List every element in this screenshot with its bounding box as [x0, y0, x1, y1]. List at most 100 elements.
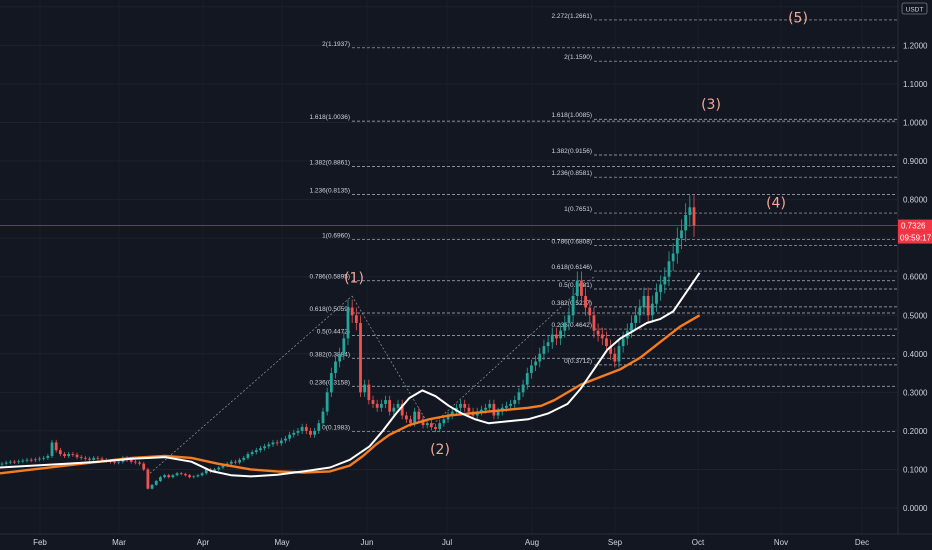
candle-body [496, 411, 500, 416]
candle-body [250, 452, 254, 455]
candle-body [184, 474, 187, 476]
candle-body [313, 430, 317, 435]
candle-body [463, 403, 467, 408]
candle-body [359, 322, 362, 393]
candle-body [559, 330, 563, 339]
candle-body [267, 444, 271, 447]
y-tick-label: 0.8000 [903, 196, 928, 205]
candle-body [46, 455, 50, 458]
candle-body [154, 481, 158, 485]
candle-body [17, 461, 21, 463]
candle-body [58, 450, 62, 455]
x-tick-label: Apr [197, 538, 210, 547]
candle-body [75, 454, 79, 458]
candle-body [459, 403, 462, 408]
candle-body [0, 463, 4, 465]
candle-body [4, 462, 8, 464]
candle-body [571, 295, 575, 316]
moving-averages [0, 272, 701, 478]
price-tag [898, 219, 932, 232]
fibonacci-levels: 2(1.1937) 1.618(1.0036) 1.382(0.8861) 1.236… [310, 13, 897, 432]
candle-body [509, 403, 512, 406]
fib-left-label: 0.236(0.3158) [310, 379, 350, 386]
candle-body [388, 400, 392, 412]
candle-body [596, 330, 600, 335]
candle-body [505, 405, 508, 408]
candle-body [479, 409, 483, 412]
x-tick-label: Nov [774, 538, 788, 547]
candle-body [371, 400, 375, 404]
candle-body [300, 427, 304, 431]
candle-body [592, 315, 596, 331]
currency-badge[interactable]: USDT [901, 2, 928, 15]
candle-body [350, 307, 354, 316]
fib-right-label: 0.5(0.5681) [559, 282, 592, 289]
y-tick-label: 0.1000 [903, 465, 928, 474]
candle-body [275, 442, 279, 444]
ma-fast-line [0, 272, 701, 478]
wave-label: (3) [701, 97, 721, 113]
candle-body [188, 475, 191, 478]
candle-body [580, 280, 583, 296]
countdown-label: 09:59:17 [900, 234, 932, 243]
candle-body [438, 423, 442, 429]
candle-body [117, 461, 121, 463]
fib-left-label: 0.786(0.5895) [310, 274, 350, 281]
candle-body [171, 475, 175, 478]
candle-body [613, 353, 617, 362]
candle-body [542, 346, 546, 354]
candle-body [175, 473, 179, 476]
candle-body [400, 403, 404, 416]
candle-body [29, 459, 33, 461]
candle-body [434, 427, 437, 429]
price-tags: 0.7326 09:59:17 [898, 219, 932, 244]
candle-body [379, 403, 383, 408]
candle-body [33, 459, 37, 461]
candle-body [517, 392, 521, 401]
y-tick-label: 0.4000 [903, 350, 928, 359]
candle-body [342, 338, 346, 354]
x-axis[interactable]: Feb Mar Apr May Jun Jul Aug Sep Oct Nov Dec [33, 538, 869, 547]
price-tag-label: 0.7326 [901, 222, 926, 231]
candle-body [13, 461, 16, 463]
candle-body [325, 392, 329, 412]
fib-left-label: 2(1.1937) [322, 41, 350, 48]
y-tick-label: 0.9000 [903, 157, 928, 166]
candle-body [242, 457, 246, 460]
candle-body [646, 295, 650, 316]
candle-body [213, 469, 217, 472]
y-tick-label: 0.3000 [903, 388, 928, 397]
candle-body [675, 238, 679, 254]
candle-body [546, 342, 550, 347]
x-tick-label: Sep [608, 538, 623, 547]
candle-body [329, 373, 333, 393]
wave-labels: (1) (2) (3) (4) (5) [344, 10, 808, 458]
x-tick-label: Aug [525, 538, 539, 547]
candle-body [575, 280, 579, 296]
candle-body [284, 438, 287, 441]
fib-left-label: 1.382(0.8861) [310, 159, 350, 166]
fib-left-label: 0(0.1983) [322, 425, 350, 432]
fib-left-label: 0.382(0.3884) [310, 351, 350, 358]
wave-label: (2) [430, 442, 450, 458]
x-tick-label: Feb [33, 538, 47, 547]
candle-body [630, 322, 633, 331]
candle-body [692, 207, 696, 226]
candle-body [179, 473, 183, 475]
candle-body [392, 407, 396, 412]
candle-body [446, 415, 450, 420]
candle-body [279, 440, 283, 444]
candle-body [667, 261, 671, 277]
fib-right-label: 1.382(0.9156) [552, 148, 592, 155]
fib-left-label: 1.618(1.0036) [310, 114, 350, 121]
candle-body [538, 353, 542, 362]
candle-body [338, 353, 342, 362]
trend-connector [429, 276, 595, 428]
candle-body [450, 411, 454, 416]
candle-body [309, 430, 312, 435]
candle-body [655, 292, 658, 304]
x-tick-label: Mar [112, 538, 126, 547]
candle-body [8, 461, 12, 463]
x-tick-label: Oct [692, 538, 705, 547]
